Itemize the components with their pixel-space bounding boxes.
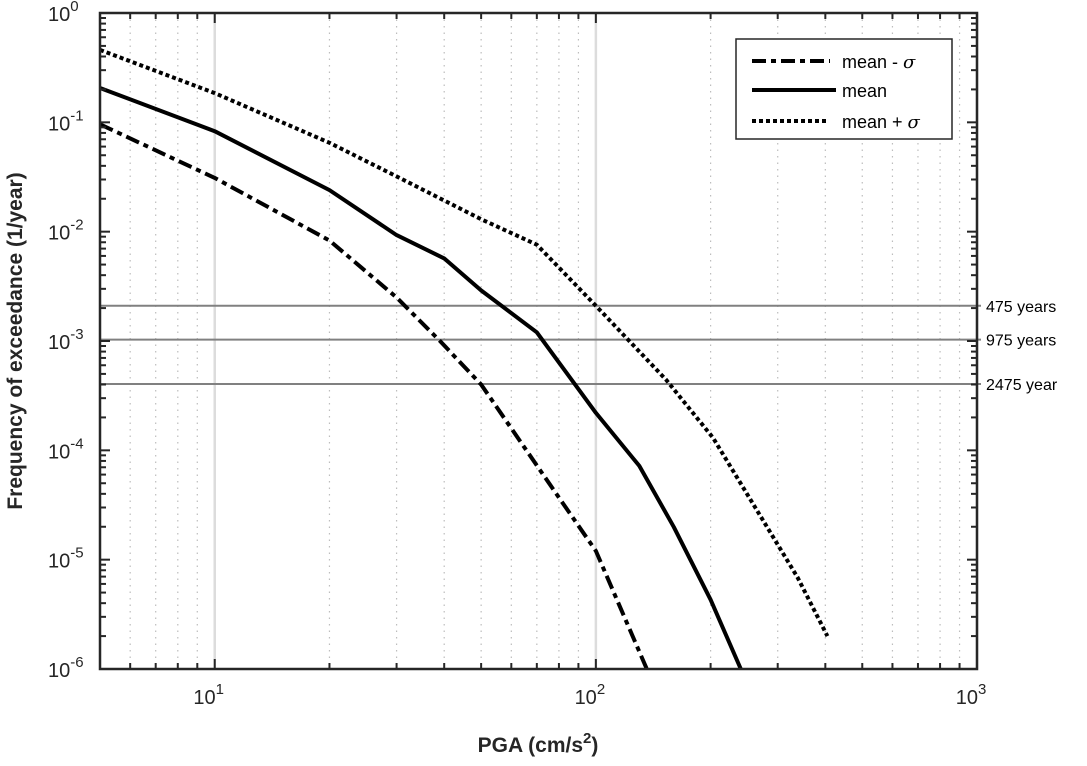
legend: mean - σ mean mean + σ: [735, 38, 953, 140]
x-tick-label: 102: [575, 681, 606, 709]
y-tick-label: 10-5: [48, 545, 84, 573]
series-line: [99, 86, 743, 670]
series-line: [99, 122, 649, 670]
y-tick-label: 10-4: [48, 435, 84, 463]
y-tick-label: 10-2: [48, 217, 84, 245]
x-axis-label: PGA (cm/s2): [478, 730, 599, 757]
reference-line-label: 475 years: [986, 299, 1056, 316]
x-tick-label: 101: [193, 681, 224, 709]
legend-label-mean: mean: [842, 81, 887, 101]
reference-lines: [100, 304, 981, 386]
y-tick-label: 10-6: [48, 654, 84, 682]
reference-line-label: 975 years: [986, 333, 1056, 350]
series-line: [99, 48, 830, 638]
legend-label-mean-minus-sigma: mean - σ: [842, 52, 916, 73]
y-tick-label: 10-1: [48, 107, 84, 135]
reference-labels: 475 years 975 years 2475 year: [986, 299, 1058, 394]
legend-label-mean-plus-sigma: mean + σ: [842, 112, 921, 133]
y-tick-label: 10-3: [48, 326, 84, 354]
ticks: [99, 12, 978, 670]
x-tick-label: 103: [956, 681, 987, 709]
tick-labels: 101 102 103 100 10-1 10-2 10-3 10-4 10-5 10-6: [48, 0, 986, 709]
y-axis-label: Frequency of exceedance (1/year): [4, 172, 27, 509]
curves: [99, 48, 830, 670]
reference-line-label: 2475 year: [986, 377, 1058, 394]
y-tick-label: 100: [48, 0, 79, 26]
